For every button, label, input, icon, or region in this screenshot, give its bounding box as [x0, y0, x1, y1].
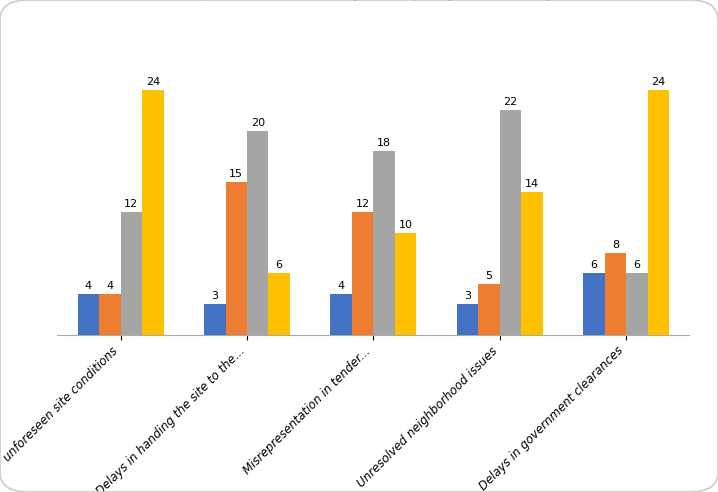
Text: 22: 22: [503, 97, 518, 107]
Bar: [121, 212, 142, 335]
Text: 12: 12: [355, 199, 370, 209]
Bar: [225, 182, 247, 335]
Text: 18: 18: [377, 138, 391, 148]
Text: 15: 15: [229, 169, 243, 179]
Text: 14: 14: [525, 179, 539, 189]
Text: 24: 24: [651, 77, 666, 87]
Text: 8: 8: [612, 240, 619, 250]
Bar: [373, 151, 395, 335]
Text: 4: 4: [106, 281, 113, 291]
Bar: [352, 212, 373, 335]
Text: 6: 6: [633, 260, 640, 271]
Bar: [500, 110, 521, 335]
Text: 12: 12: [124, 199, 139, 209]
Bar: [605, 253, 626, 335]
Bar: [521, 192, 543, 335]
Bar: [478, 283, 500, 335]
Text: 5: 5: [485, 271, 493, 280]
Bar: [626, 274, 648, 335]
Bar: [457, 304, 478, 335]
Bar: [142, 90, 164, 335]
Text: 10: 10: [398, 219, 413, 230]
Bar: [269, 274, 290, 335]
Bar: [395, 233, 416, 335]
Bar: [78, 294, 99, 335]
Text: 24: 24: [146, 77, 160, 87]
Bar: [204, 304, 225, 335]
Text: 4: 4: [85, 281, 92, 291]
Legend: Never, Occasionally, Frequently, Constantly: Never, Occasionally, Frequently, Constan…: [189, 0, 558, 6]
Bar: [247, 131, 269, 335]
Text: 4: 4: [337, 281, 345, 291]
Text: 3: 3: [211, 291, 218, 301]
Bar: [648, 90, 669, 335]
Text: 3: 3: [464, 291, 471, 301]
Bar: [583, 274, 605, 335]
Text: 6: 6: [276, 260, 283, 271]
Bar: [330, 294, 352, 335]
Text: 20: 20: [251, 118, 265, 128]
Bar: [99, 294, 121, 335]
Text: 6: 6: [590, 260, 597, 271]
